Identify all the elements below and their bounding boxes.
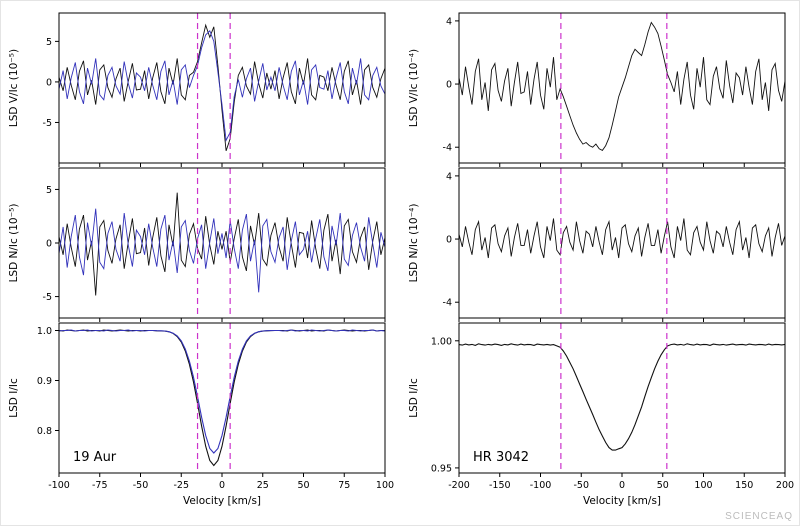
x-tick-label: 50	[657, 480, 669, 491]
star-label: HR 3042	[473, 450, 529, 465]
y-tick-label: 4	[446, 16, 452, 27]
y-tick-label: 4	[446, 171, 452, 182]
x-tick-label: -50	[573, 480, 589, 491]
x-tick-label: 0	[619, 480, 625, 491]
axes-frame	[458, 167, 786, 319]
x-tick-label: -200	[448, 480, 470, 491]
x-tick-label: 200	[776, 480, 794, 491]
y-tick-label: 0	[46, 239, 52, 250]
x-tick-label: -100	[48, 480, 70, 491]
y-tick-label: 0	[46, 77, 52, 88]
y-tick-label: 0.8	[37, 426, 52, 437]
x-tick-label: -150	[489, 480, 511, 491]
series-stokes-v	[458, 21, 786, 151]
x-axis-label: Velocity [km/s]	[583, 495, 661, 507]
x-tick-label: 75	[338, 480, 350, 491]
series-stokes-v-obs2	[58, 29, 386, 142]
y-tick-label: 5	[46, 37, 52, 48]
star-label: 19 Aur	[73, 450, 117, 465]
x-tick-label: 25	[257, 480, 269, 491]
x-tick-label: 100	[376, 480, 394, 491]
y-tick-label: 0.9	[37, 376, 52, 387]
y-tick-label: 0	[446, 80, 452, 91]
y-axis-label: LSD I/Ic	[408, 378, 420, 418]
x-tick-label: 150	[735, 480, 753, 491]
y-axis-label: LSD N/Ic (10⁻⁴)	[408, 204, 420, 283]
x-tick-label: -50	[133, 480, 149, 491]
chart-hr-3042-column: -4 0 4 LSD V/Ic (10⁻⁴) -4 0 4 LSD N/Ic (10⁻⁴) 0.…	[401, 1, 799, 521]
series-intensity-obs1	[58, 329, 385, 467]
x-tick-label: 0	[219, 480, 225, 491]
y-tick-label: -5	[43, 292, 52, 303]
watermark: SCIENCEAQ	[725, 511, 793, 522]
y-tick-label: 0.95	[431, 463, 452, 474]
y-tick-label: 1.00	[431, 336, 452, 347]
x-tick-label: 100	[694, 480, 712, 491]
y-axis-label: LSD I/Ic	[8, 378, 20, 418]
series-intensity	[458, 343, 786, 451]
chart-hr-3042-svg: -4 0 4 LSD V/Ic (10⁻⁴) -4 0 4 LSD N/Ic (10⁻⁴) 0.…	[408, 12, 794, 507]
y-axis-label: LSD V/Ic (10⁻⁴)	[408, 49, 420, 127]
series-null-obs2	[58, 208, 386, 293]
chart-19-aur-column: -5 0 5 LSD V/Ic (10⁻⁵) -5 0 5 LSD N/Ic (10⁻⁵) 0.…	[1, 1, 401, 521]
series-null-profile	[458, 218, 786, 259]
x-tick-label: 50	[297, 480, 309, 491]
y-tick-label: 1.0	[37, 326, 52, 337]
x-tick-label: -25	[173, 480, 189, 491]
series-stokes-v-obs1	[58, 23, 386, 151]
x-tick-label: -100	[530, 480, 552, 491]
y-tick-label: 5	[46, 185, 52, 196]
y-tick-label: -4	[443, 298, 452, 309]
y-axis-label: LSD N/Ic (10⁻⁵)	[8, 204, 20, 283]
y-axis-label: LSD V/Ic (10⁻⁵)	[8, 49, 20, 127]
y-tick-label: -4	[443, 143, 452, 154]
x-axis-label: Velocity [km/s]	[183, 495, 261, 507]
y-tick-label: -5	[43, 118, 52, 129]
series-intensity-obs2	[58, 329, 386, 454]
y-tick-label: 0	[446, 235, 452, 246]
x-tick-label: -75	[92, 480, 108, 491]
